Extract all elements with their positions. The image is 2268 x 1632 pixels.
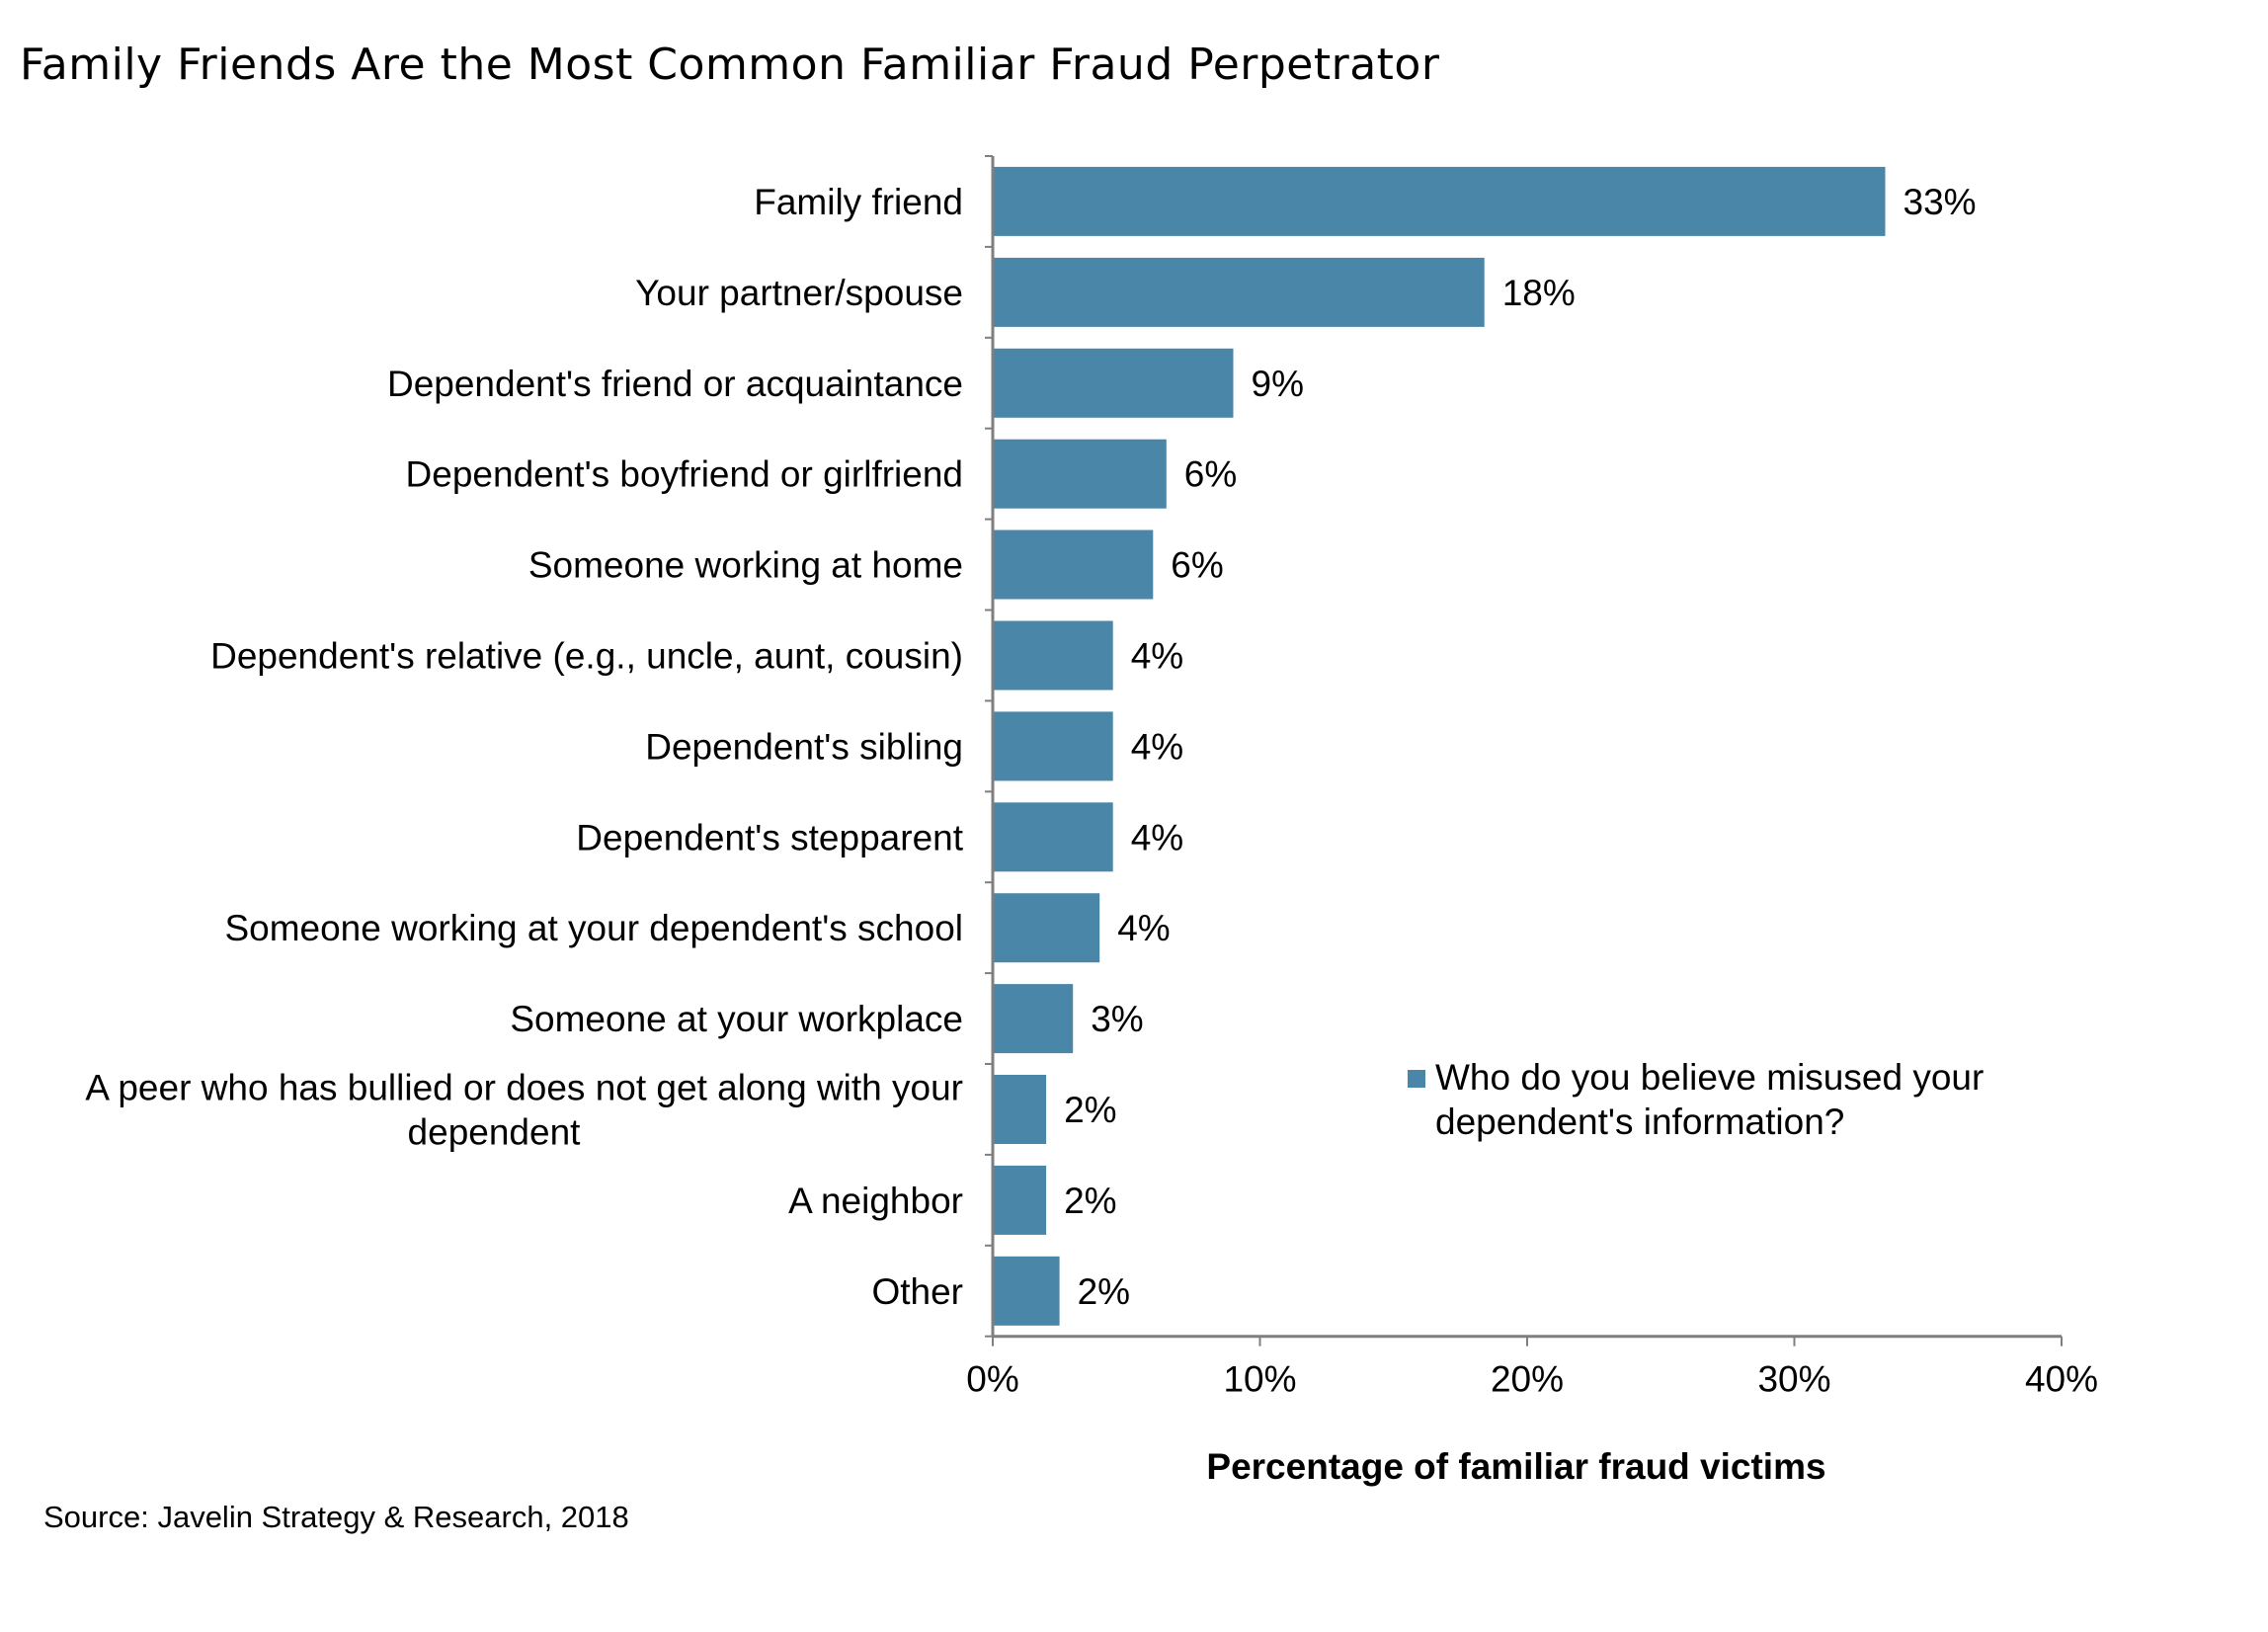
bar xyxy=(993,802,1113,872)
category-label: Dependent's sibling xyxy=(645,726,963,767)
data-label: 2% xyxy=(1078,1271,1130,1312)
category-label: A neighbor xyxy=(788,1181,963,1221)
category-label: Dependent's stepparent xyxy=(576,817,963,857)
legend-label: Who do you believe misused your dependen… xyxy=(1435,1055,2028,1144)
bar xyxy=(993,1075,1047,1144)
category-label: Dependent's friend or acquaintance xyxy=(387,364,963,404)
data-label: 3% xyxy=(1091,999,1143,1039)
category-label: Someone working at home xyxy=(528,545,963,586)
data-label: 4% xyxy=(1117,908,1170,948)
x-tick-label: 20% xyxy=(1491,1359,1564,1400)
x-tick-label: 30% xyxy=(1757,1359,1830,1400)
labels-layer: 33% Family friend 18% Your partner/spouse 9%… xyxy=(85,182,2098,1400)
legend-label-line: Who do you believe misused your xyxy=(1435,1057,1984,1098)
axis-layer xyxy=(985,155,2063,1346)
bar xyxy=(993,1256,1060,1326)
data-label: 2% xyxy=(1064,1090,1116,1130)
x-tick-label: 40% xyxy=(2025,1359,2098,1400)
data-label: 6% xyxy=(1171,545,1223,586)
bar xyxy=(993,439,1167,509)
data-label: 18% xyxy=(1502,273,1576,313)
legend-label-line: dependent's information? xyxy=(1435,1102,1845,1142)
data-label: 4% xyxy=(1131,726,1183,767)
chart-title: Family Friends Are the Most Common Famil… xyxy=(20,40,1440,90)
data-label: 9% xyxy=(1252,364,1304,404)
x-tick-label: 0% xyxy=(966,1359,1018,1400)
bar xyxy=(993,530,1154,600)
category-label: Dependent's boyfriend or girlfriend xyxy=(406,454,963,495)
data-label: 33% xyxy=(1904,182,1977,222)
bar xyxy=(993,1165,1047,1235)
data-label: 4% xyxy=(1131,636,1183,677)
x-tick-label: 10% xyxy=(1223,1359,1296,1400)
bar xyxy=(993,620,1113,691)
legend-swatch xyxy=(1408,1070,1425,1088)
category-label: A peer who has bullied or does not get a… xyxy=(85,1068,963,1108)
category-label: Your partner/spouse xyxy=(635,273,963,313)
data-label: 6% xyxy=(1184,454,1237,495)
category-label: Family friend xyxy=(754,182,963,222)
bar xyxy=(993,166,1886,236)
source-note: Source: Javelin Strategy & Research, 201… xyxy=(43,1500,629,1534)
bar xyxy=(993,893,1100,963)
data-label: 4% xyxy=(1131,817,1183,857)
category-label: dependent xyxy=(408,1112,582,1153)
category-label: Dependent's relative (e.g., uncle, aunt,… xyxy=(210,636,963,677)
bar xyxy=(993,257,1485,327)
category-label: Someone at your workplace xyxy=(510,999,963,1039)
bar xyxy=(993,348,1234,418)
x-axis-title: Percentage of familiar fraud victims xyxy=(1206,1446,1825,1487)
category-label: Other xyxy=(871,1271,963,1312)
bar xyxy=(993,984,1074,1054)
category-label: Someone working at your dependent's scho… xyxy=(224,908,963,948)
data-label: 2% xyxy=(1064,1181,1116,1221)
bar xyxy=(993,711,1113,781)
bars-layer xyxy=(993,166,1886,1326)
